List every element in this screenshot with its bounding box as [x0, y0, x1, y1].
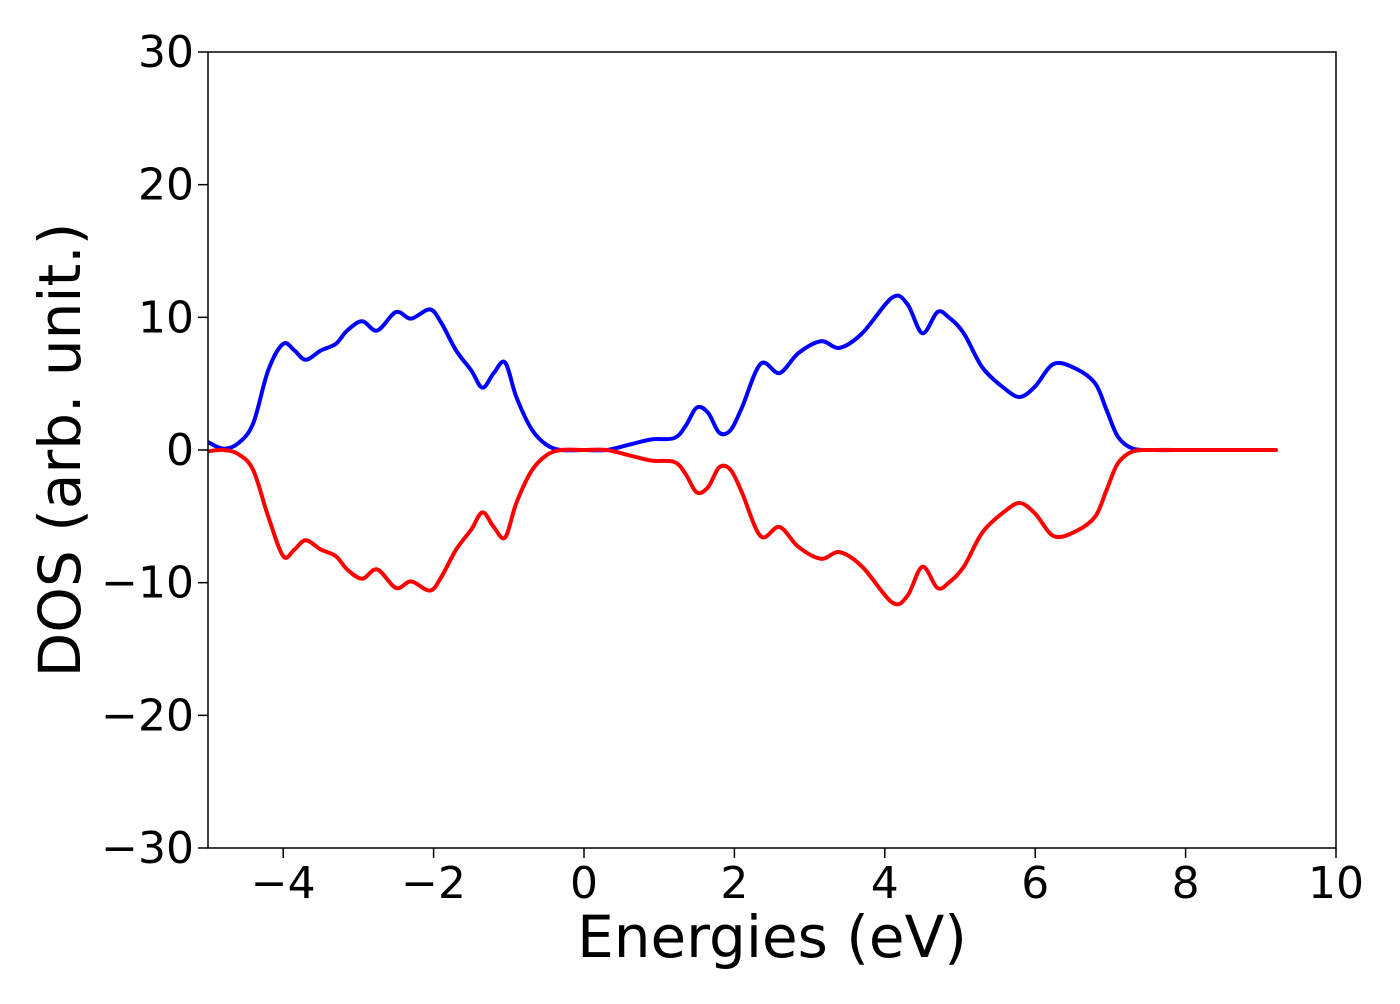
y-tick-label: 20 [138, 160, 194, 211]
y-tick-label: −30 [101, 823, 194, 874]
x-tick-label: 0 [570, 858, 598, 909]
y-tick-label: 10 [138, 292, 194, 343]
y-tick-label: −20 [101, 690, 194, 741]
series-layer [208, 293, 1278, 607]
y-axis-label: DOS (arb. unit.) [26, 223, 94, 678]
y-tick-label: 30 [138, 27, 194, 78]
x-tick-label: 4 [871, 858, 899, 909]
x-tick-label: −4 [251, 858, 316, 909]
y-tick-label: −10 [101, 558, 194, 609]
x-tick-label: 8 [1172, 858, 1200, 909]
x-tick-label: 6 [1021, 858, 1049, 909]
x-tick-label: 10 [1308, 858, 1364, 909]
y-axis-ticks: −30 −20 −10 0 10 20 30 [101, 27, 208, 874]
y-tick-label: 0 [166, 425, 194, 476]
spin-up-dos-line [208, 293, 1278, 453]
x-axis-label: Energies (eV) [577, 903, 967, 971]
x-tick-label: 2 [720, 858, 748, 909]
x-axis-ticks: −4 −2 0 2 4 6 8 10 [251, 848, 1364, 909]
spin-down-dos-line [208, 447, 1278, 607]
x-tick-label: −2 [401, 858, 466, 909]
